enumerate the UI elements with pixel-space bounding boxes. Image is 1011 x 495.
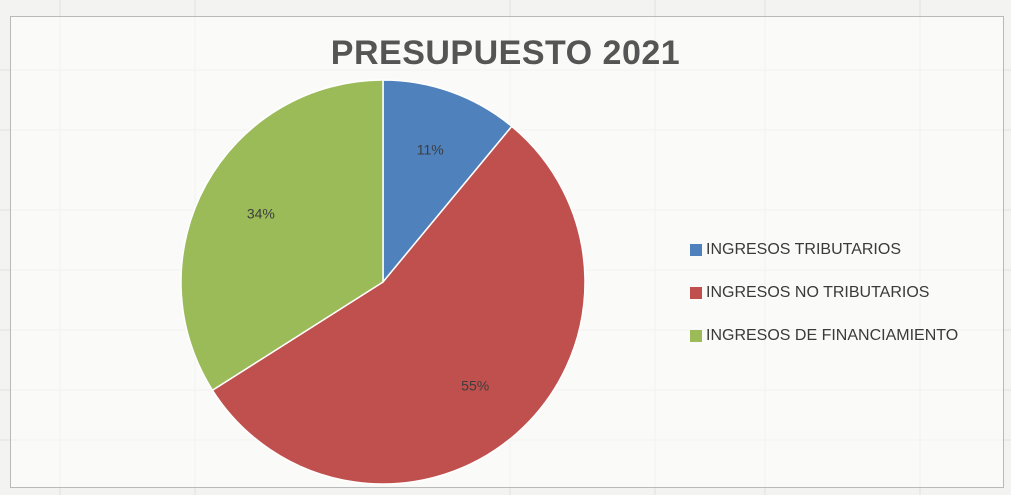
legend-item-no-tributarios: INGRESOS NO TRIBUTARIOS — [690, 281, 1000, 304]
slice-data-label: 11% — [417, 142, 444, 158]
chart-title: PRESUPUESTO 2021 — [330, 34, 681, 72]
slice-data-label: 34% — [247, 206, 275, 222]
legend-label: INGRESOS NO TRIBUTARIOS — [706, 283, 930, 301]
legend-item-tributarios: INGRESOS TRIBUTARIOS — [690, 238, 1000, 261]
legend-swatch — [690, 329, 702, 342]
legend-item-financiamiento: INGRESOS DE FINANCIAMIENTO — [690, 324, 1000, 347]
slice-data-label: 55% — [461, 377, 489, 393]
legend-label: INGRESOS DE FINANCIAMIENTO — [706, 326, 959, 344]
legend-label: INGRESOS TRIBUTARIOS — [706, 240, 901, 258]
chart-legend: INGRESOS TRIBUTARIOS INGRESOS NO TRIBUTA… — [690, 238, 1000, 367]
legend-swatch — [690, 286, 702, 299]
legend-swatch — [690, 243, 702, 256]
pie-slice-2 — [211, 125, 586, 485]
pie-slice-1 — [382, 79, 513, 285]
pie-slice-3 — [180, 79, 384, 392]
